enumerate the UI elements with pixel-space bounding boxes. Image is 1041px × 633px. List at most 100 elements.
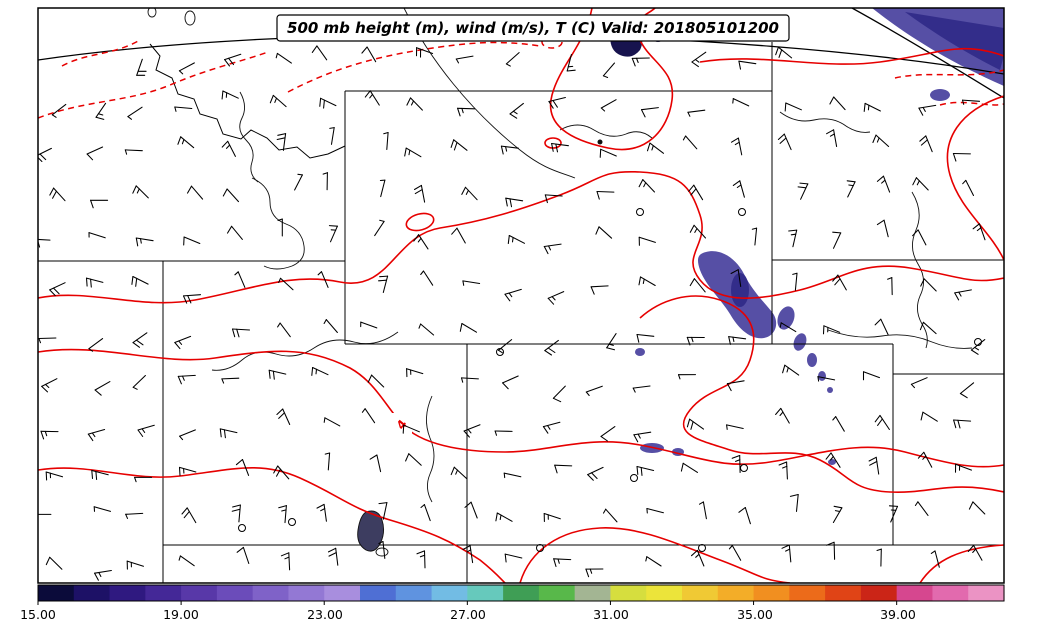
wind-barb bbox=[231, 504, 241, 523]
plot-area bbox=[38, 8, 1004, 583]
colorbar-segments bbox=[38, 585, 1005, 601]
wind-barb bbox=[406, 368, 424, 378]
wind-barb bbox=[874, 414, 890, 431]
wind-barb bbox=[418, 323, 435, 336]
wind-barb bbox=[953, 419, 972, 429]
temp-contour bbox=[946, 95, 1004, 261]
wind-barb bbox=[876, 219, 889, 238]
wind-barb bbox=[132, 374, 146, 390]
wind-barb bbox=[686, 336, 705, 346]
wind-barb bbox=[832, 274, 847, 291]
colorbar-segment bbox=[109, 585, 146, 601]
lake bbox=[375, 547, 389, 557]
wind-barb bbox=[792, 272, 798, 291]
wind-barb bbox=[632, 385, 651, 393]
wind-barb bbox=[686, 418, 705, 430]
wind-barb bbox=[88, 232, 106, 239]
wind-barb bbox=[781, 544, 792, 563]
wind-barb bbox=[269, 94, 287, 108]
wind-barb bbox=[600, 99, 617, 112]
wind-barb bbox=[917, 451, 933, 468]
wind-barb bbox=[726, 380, 745, 392]
wind-barb bbox=[788, 229, 798, 248]
lake bbox=[184, 10, 196, 26]
calm-wind-circle bbox=[974, 338, 982, 346]
wind-barb bbox=[888, 505, 899, 523]
wind-barb bbox=[585, 385, 603, 397]
wind-barb bbox=[543, 512, 561, 523]
river-platte bbox=[827, 329, 973, 349]
colorbar-segment bbox=[395, 585, 433, 601]
plot-frame bbox=[37, 7, 1005, 584]
colorbar-segment bbox=[467, 585, 504, 601]
wind-barb bbox=[278, 277, 294, 291]
wind-barb bbox=[186, 185, 204, 200]
wind-barb bbox=[970, 339, 986, 355]
temp-contour bbox=[519, 527, 791, 583]
wind-barb bbox=[367, 374, 385, 388]
wind-barb bbox=[136, 58, 147, 76]
wind-barb bbox=[317, 271, 329, 288]
wind-barb bbox=[918, 104, 937, 116]
wind-barb bbox=[328, 225, 338, 243]
wind-barb bbox=[954, 463, 973, 473]
wind-barb bbox=[777, 133, 792, 151]
wind-barb bbox=[542, 421, 561, 434]
wind-barb bbox=[952, 152, 971, 162]
wind-barb bbox=[602, 508, 618, 523]
wind-barb bbox=[413, 184, 426, 203]
wind-barb bbox=[181, 507, 197, 524]
wind-barb bbox=[638, 179, 656, 193]
wind-barb bbox=[87, 428, 106, 442]
wind-barb bbox=[95, 102, 107, 120]
wind-barb bbox=[463, 424, 481, 438]
wind-barb bbox=[954, 289, 972, 301]
calm-wind-circle bbox=[238, 524, 246, 532]
wind-barb bbox=[590, 285, 609, 295]
wind-barb bbox=[548, 96, 566, 109]
wind-barb bbox=[178, 555, 195, 567]
wind-barb bbox=[174, 106, 193, 112]
wind-barb bbox=[920, 278, 937, 292]
wind-barb bbox=[361, 408, 376, 424]
colorbar-segment bbox=[324, 585, 361, 601]
wind-barb bbox=[826, 541, 836, 560]
wind-barb bbox=[178, 466, 197, 476]
wind-barb bbox=[872, 134, 890, 148]
temp-contour-dashed bbox=[541, 35, 563, 49]
colorbar-segment bbox=[216, 585, 254, 601]
wind-barb bbox=[420, 504, 431, 522]
wind-barb bbox=[94, 381, 111, 396]
state-borders bbox=[38, 42, 1004, 583]
wind-barb bbox=[41, 378, 58, 393]
wind-barb bbox=[677, 374, 697, 380]
chart-title: 500 mb height (m), wind (m/s), T (C) Val… bbox=[287, 19, 779, 37]
wind-barb bbox=[738, 506, 751, 525]
wind-barb bbox=[728, 336, 747, 345]
wind-barb bbox=[868, 456, 880, 475]
wind-barb bbox=[276, 133, 287, 151]
colorbar-tick-6: 39.00 bbox=[880, 607, 916, 622]
temp-contour bbox=[38, 170, 1004, 304]
temp-contour bbox=[699, 47, 1004, 65]
wind-barb bbox=[132, 332, 148, 348]
wind-barb bbox=[450, 466, 468, 480]
colorbar: 15.00 19.00 23.00 27.00 31.00 35.00 39.0… bbox=[20, 584, 1005, 622]
wind-barb bbox=[174, 335, 192, 350]
wind-barb bbox=[543, 243, 562, 255]
wind-barb bbox=[961, 99, 981, 105]
colorbar-tick-5: 35.00 bbox=[737, 607, 773, 622]
wind-barb bbox=[832, 231, 842, 249]
wind-barb bbox=[134, 476, 153, 483]
wind-barb bbox=[602, 62, 616, 79]
river bbox=[251, 177, 305, 270]
wind-barb bbox=[730, 269, 742, 288]
wind-barb bbox=[311, 366, 329, 376]
wind-barb bbox=[49, 187, 66, 202]
wind-barb bbox=[779, 322, 797, 333]
wind-barb bbox=[361, 46, 377, 63]
wind-barb bbox=[640, 107, 659, 118]
wind-barb bbox=[319, 97, 337, 109]
colorbar-tickmarks bbox=[37, 601, 898, 605]
wind-barb bbox=[789, 493, 799, 512]
